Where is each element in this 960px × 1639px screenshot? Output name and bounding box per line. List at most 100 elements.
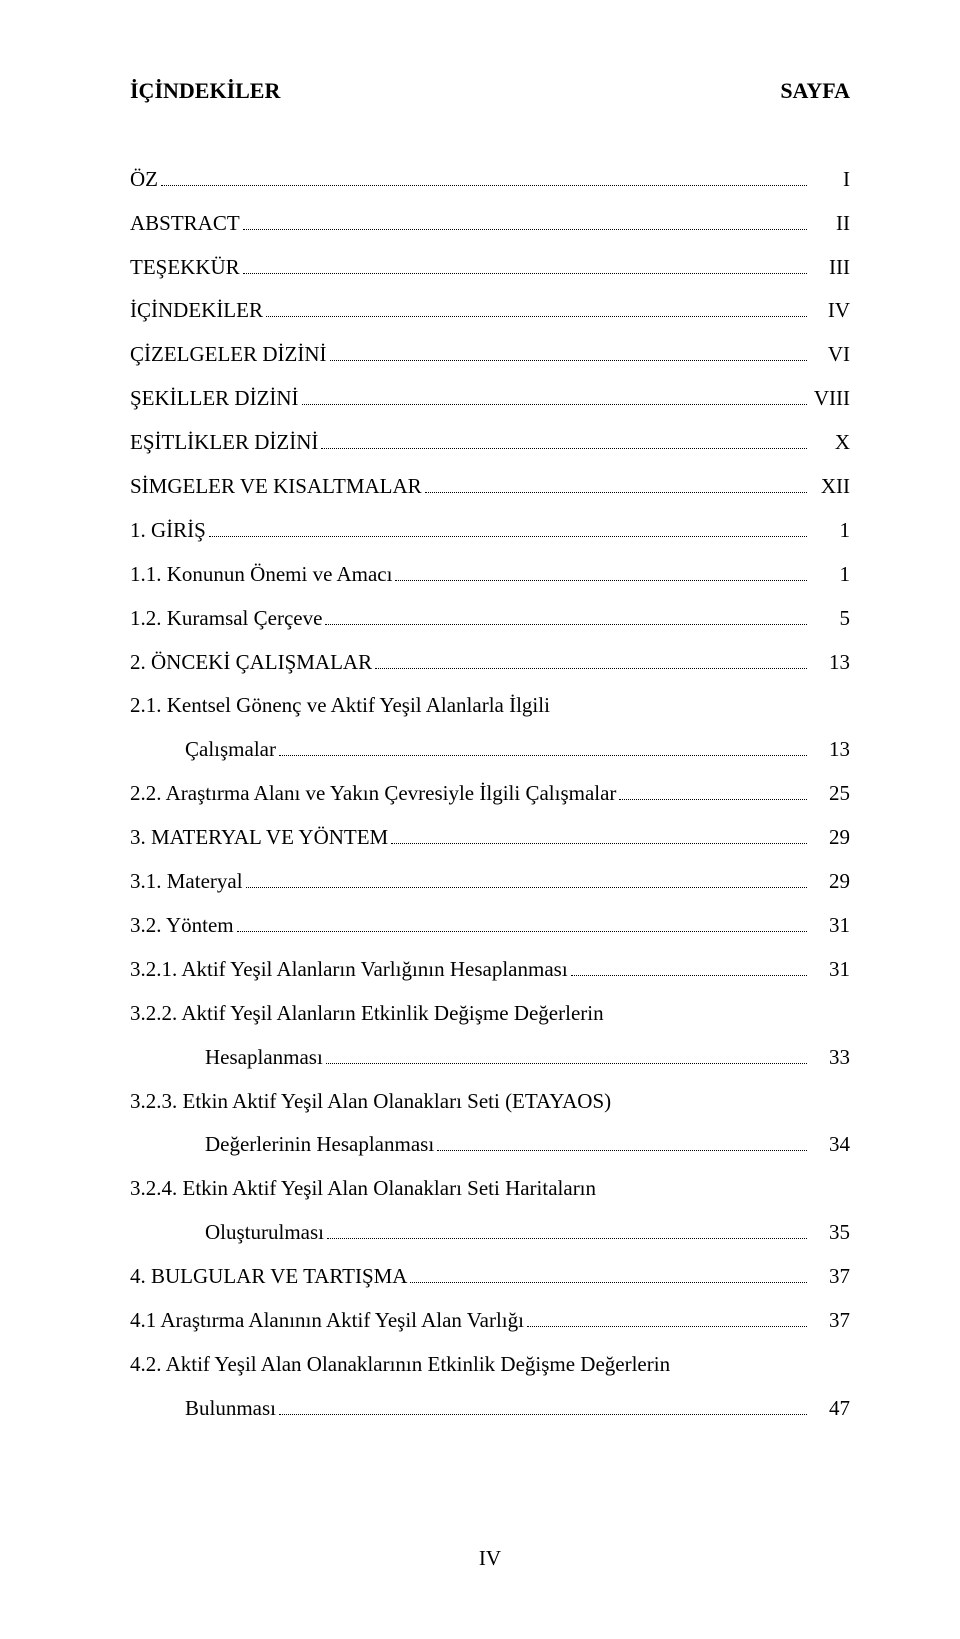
toc-label: 3.2.1. Aktif Yeşil Alanların Varlığının …: [130, 950, 568, 990]
toc-page: 29: [810, 818, 850, 858]
toc-label: İÇİNDEKİLER: [130, 291, 263, 331]
toc-label: 4.1 Araştırma Alanının Aktif Yeşil Alan …: [130, 1301, 524, 1341]
toc-entry: 4.2. Aktif Yeşil Alan Olanaklarının Etki…: [130, 1345, 850, 1385]
toc-label: 3.2.4. Etkin Aktif Yeşil Alan Olanakları…: [130, 1169, 596, 1209]
toc-page: 25: [810, 774, 850, 814]
toc-label: ABSTRACT: [130, 204, 240, 244]
toc-label: ÇİZELGELER DİZİNİ: [130, 335, 327, 375]
toc-entry: 1.2. Kuramsal Çerçeve5: [130, 599, 850, 639]
toc-leader: [527, 1326, 807, 1327]
toc-page: 31: [810, 950, 850, 990]
toc-entry: 4.1 Araştırma Alanının Aktif Yeşil Alan …: [130, 1301, 850, 1341]
toc-entry: ABSTRACT II: [130, 204, 850, 244]
toc-leader: [321, 448, 807, 449]
toc-label: 2.2. Araştırma Alanı ve Yakın Çevresiyle…: [130, 774, 616, 814]
toc-entry: 3.2.2. Aktif Yeşil Alanların Etkinlik De…: [130, 994, 850, 1034]
toc-label: 3.2.3. Etkin Aktif Yeşil Alan Olanakları…: [130, 1082, 611, 1122]
toc-leader: [237, 931, 807, 932]
toc-leader: [391, 843, 807, 844]
toc-entry-continuation: Çalışmalar 13: [130, 730, 850, 770]
toc-label: TEŞEKKÜR: [130, 248, 240, 288]
toc-label: 3.2. Yöntem: [130, 906, 234, 946]
toc-label: Çalışmalar: [185, 730, 276, 770]
toc-entry: TEŞEKKÜR III: [130, 248, 850, 288]
page-number: IV: [130, 1539, 850, 1579]
toc-label: 3.2.2. Aktif Yeşil Alanların Etkinlik De…: [130, 994, 604, 1034]
toc-page: XII: [810, 467, 850, 507]
toc-leader: [161, 185, 807, 186]
toc-label: ÖZ: [130, 160, 158, 200]
toc-label: 1. GİRİŞ: [130, 511, 206, 551]
toc-leader: [325, 624, 807, 625]
toc-leader: [619, 799, 807, 800]
toc-label: 1.2. Kuramsal Çerçeve: [130, 599, 322, 639]
toc-leader: [279, 1414, 807, 1415]
toc-entry: 2.1. Kentsel Gönenç ve Aktif Yeşil Alanl…: [130, 686, 850, 726]
toc-entry: ÖZ I: [130, 160, 850, 200]
toc-leader: [243, 229, 807, 230]
toc-page: 29: [810, 862, 850, 902]
toc-header: İÇİNDEKİLER SAYFA: [130, 70, 850, 112]
toc-leader: [243, 273, 807, 274]
toc-label: 4.2. Aktif Yeşil Alan Olanaklarının Etki…: [130, 1345, 670, 1385]
toc-entry: SİMGELER VE KISALTMALAR XII: [130, 467, 850, 507]
toc-leader: [375, 668, 807, 669]
toc-body: ÖZIABSTRACTIITEŞEKKÜRIIIİÇİNDEKİLERIVÇİZ…: [130, 160, 850, 1429]
toc-entry: 3.2. Yöntem 31: [130, 906, 850, 946]
toc-label: 1.1. Konunun Önemi ve Amacı: [130, 555, 392, 595]
toc-leader: [437, 1150, 807, 1151]
toc-entry: 2.2. Araştırma Alanı ve Yakın Çevresiyle…: [130, 774, 850, 814]
toc-leader: [326, 1063, 807, 1064]
toc-page: II: [810, 204, 850, 244]
toc-entry-continuation: Bulunması 47: [130, 1389, 850, 1429]
toc-label: 3.1. Materyal: [130, 862, 243, 902]
toc-header-right: SAYFA: [780, 70, 850, 112]
toc-entry-continuation: Hesaplanması 33: [130, 1038, 850, 1078]
toc-label: 4. BULGULAR VE TARTIŞMA: [130, 1257, 407, 1297]
toc-leader: [266, 316, 807, 317]
toc-page: X: [810, 423, 850, 463]
toc-label: 2.1. Kentsel Gönenç ve Aktif Yeşil Alanl…: [130, 686, 550, 726]
toc-header-left: İÇİNDEKİLER: [130, 70, 280, 112]
toc-entry: 3. MATERYAL VE YÖNTEM29: [130, 818, 850, 858]
toc-entry: 1.1. Konunun Önemi ve Amacı1: [130, 555, 850, 595]
toc-page: IV: [810, 291, 850, 331]
toc-label: 2. ÖNCEKİ ÇALIŞMALAR: [130, 643, 372, 683]
toc-page: I: [810, 160, 850, 200]
toc-leader: [279, 755, 807, 756]
toc-entry: İÇİNDEKİLER IV: [130, 291, 850, 331]
toc-entry-continuation: Değerlerinin Hesaplanması 34: [130, 1125, 850, 1165]
toc-page: 31: [810, 906, 850, 946]
toc-leader: [330, 360, 807, 361]
toc-label: ŞEKİLLER DİZİNİ: [130, 379, 299, 419]
toc-entry: 3.2.4. Etkin Aktif Yeşil Alan Olanakları…: [130, 1169, 850, 1209]
toc-entry: ÇİZELGELER DİZİNİVI: [130, 335, 850, 375]
toc-page: 33: [810, 1038, 850, 1078]
toc-label: Hesaplanması: [205, 1038, 323, 1078]
toc-page: 37: [810, 1301, 850, 1341]
toc-page: 34: [810, 1125, 850, 1165]
toc-leader: [425, 492, 807, 493]
toc-label: Değerlerinin Hesaplanması: [205, 1125, 434, 1165]
toc-entry: 1. GİRİŞ 1: [130, 511, 850, 551]
toc-entry: ŞEKİLLER DİZİNİ VIII: [130, 379, 850, 419]
toc-leader: [571, 975, 807, 976]
toc-page: 47: [810, 1389, 850, 1429]
toc-label: SİMGELER VE KISALTMALAR: [130, 467, 422, 507]
toc-entry: 3.2.3. Etkin Aktif Yeşil Alan Olanakları…: [130, 1082, 850, 1122]
toc-leader: [302, 404, 807, 405]
toc-page: 13: [810, 730, 850, 770]
toc-page: 13: [810, 643, 850, 683]
toc-label: Oluşturulması: [205, 1213, 324, 1253]
toc-entry: 4. BULGULAR VE TARTIŞMA 37: [130, 1257, 850, 1297]
toc-label: Bulunması: [185, 1389, 276, 1429]
toc-page: 35: [810, 1213, 850, 1253]
toc-entry: EŞİTLİKLER DİZİNİX: [130, 423, 850, 463]
toc-leader: [327, 1238, 807, 1239]
toc-page: 1: [810, 511, 850, 551]
toc-entry-continuation: Oluşturulması 35: [130, 1213, 850, 1253]
toc-leader: [410, 1282, 807, 1283]
toc-page: III: [810, 248, 850, 288]
toc-page: VIII: [810, 379, 850, 419]
toc-page: 37: [810, 1257, 850, 1297]
